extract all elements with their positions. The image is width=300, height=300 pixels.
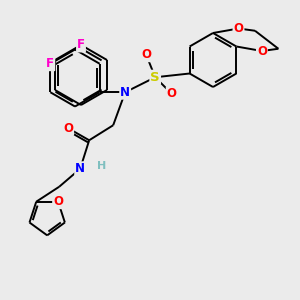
Text: O: O: [257, 44, 267, 58]
Text: O: O: [233, 22, 244, 35]
Text: O: O: [63, 122, 73, 135]
Text: S: S: [150, 71, 160, 84]
Text: F: F: [46, 57, 54, 70]
Text: F: F: [77, 38, 85, 52]
Text: O: O: [167, 87, 177, 100]
Text: O: O: [53, 195, 63, 208]
Text: H: H: [97, 161, 106, 171]
Text: O: O: [141, 48, 151, 61]
Text: N: N: [75, 162, 85, 175]
Text: N: N: [120, 86, 130, 99]
